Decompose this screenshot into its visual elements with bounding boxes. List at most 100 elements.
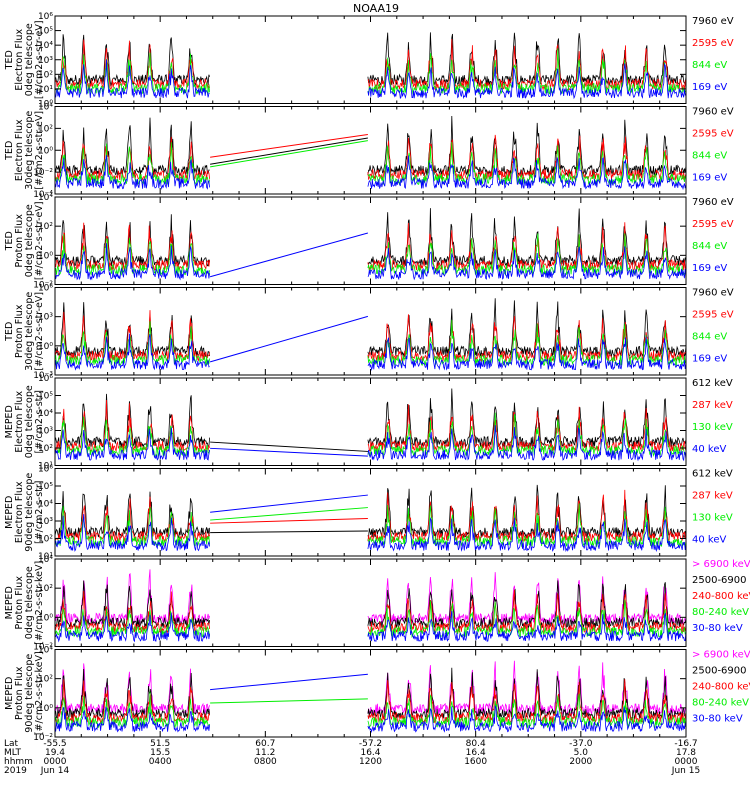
legend-entry: 30-80 keV bbox=[692, 623, 743, 634]
legend-entry: 7960 eV bbox=[692, 288, 734, 299]
gap-line-8-2 bbox=[210, 698, 368, 704]
legend-entry: 2595 eV bbox=[692, 219, 734, 230]
y-axis-label: [#/cm2-s-str-eV] bbox=[34, 20, 45, 99]
legend-entry: 2500-6900 bbox=[692, 575, 747, 586]
series-5-4 bbox=[54, 425, 687, 462]
gap-line-5-2 bbox=[210, 447, 368, 457]
y-tick-label: 10² bbox=[38, 675, 53, 685]
x-lat-label: -55.5 bbox=[43, 739, 66, 749]
legend-entry: 844 eV bbox=[692, 151, 727, 162]
y-axis-label: Proton Flux bbox=[14, 214, 25, 268]
legend-entry: 7960 eV bbox=[692, 16, 734, 27]
legend-entry: 40 keV bbox=[692, 535, 726, 546]
y-tick-label: 10² bbox=[38, 124, 53, 134]
series-5-2 bbox=[54, 399, 687, 453]
y-tick-label: 10⁵ bbox=[38, 392, 53, 402]
legend-entry: 844 eV bbox=[692, 332, 727, 343]
x-date-label: Jun 15 bbox=[671, 766, 700, 776]
legend-entry: 40 keV bbox=[692, 444, 726, 455]
gap-line-4-1 bbox=[209, 315, 369, 363]
y-tick-label: 10⁰ bbox=[38, 704, 53, 714]
x-lat-label: -16.7 bbox=[674, 739, 697, 749]
series-6-4 bbox=[54, 514, 687, 553]
y-axis-label: TED bbox=[4, 322, 15, 342]
x-date-label: Jun 14 bbox=[40, 766, 70, 776]
x-hhmm-label: 1200 bbox=[359, 757, 382, 767]
legend-entry: 2595 eV bbox=[692, 38, 734, 49]
y-tick-label: 10⁻³ bbox=[33, 371, 53, 381]
series-5-1 bbox=[54, 388, 687, 449]
gap-line-6-3 bbox=[210, 518, 368, 524]
y-tick-label: 10⁻⁴ bbox=[33, 190, 53, 200]
gap-line-8-1 bbox=[210, 673, 368, 691]
y-axis-label: 90deg telescope bbox=[24, 473, 35, 552]
series-8-1 bbox=[54, 660, 687, 716]
y-tick-label: 10⁵ bbox=[38, 482, 53, 492]
y-axis-label: TED bbox=[4, 141, 15, 161]
y-tick-label: 10⁰ bbox=[38, 251, 53, 261]
series-7-5 bbox=[54, 611, 687, 643]
y-axis-label: 0deg telescope bbox=[24, 566, 35, 639]
y-axis-label: 90deg telescope bbox=[24, 654, 35, 733]
y-axis-label: Electron Flux bbox=[14, 119, 25, 181]
legend-entry: 169 eV bbox=[692, 263, 727, 274]
y-tick-label: 10⁰ bbox=[38, 146, 53, 156]
legend-entry: 240-800 keV bbox=[692, 591, 750, 602]
y-tick-label: 10⁰ bbox=[38, 100, 53, 110]
y-axis-label: Proton Flux bbox=[14, 304, 25, 358]
legend-entry: 2595 eV bbox=[692, 129, 734, 140]
y-tick-label: 10³ bbox=[38, 517, 53, 527]
gap-line-5-1 bbox=[210, 441, 368, 452]
y-axis-label: Electron Flux bbox=[14, 391, 25, 453]
gap-line-3-1 bbox=[209, 232, 369, 278]
y-tick-label: 10⁵ bbox=[38, 27, 53, 37]
y-tick-label: 10⁴ bbox=[38, 555, 53, 565]
y-tick-label: 10¹ bbox=[38, 85, 53, 95]
panel-4: 10⁻³ 10⁰ 10³ 10⁶ TED Proton Flux 30deg telesco… bbox=[4, 284, 734, 382]
panel-5: 10¹ 10² 10³ 10⁴ 10⁵ 10⁶ MEPED Electron Flux 0deg… bbox=[4, 374, 733, 472]
y-axis-label: Proton Flux bbox=[14, 666, 25, 720]
x-hhmm-label: 2000 bbox=[569, 757, 592, 767]
x-hhmm-label: 0000 bbox=[44, 757, 67, 767]
y-tick-label: 10⁻² bbox=[33, 643, 53, 653]
gap-line-6-4 bbox=[210, 530, 368, 534]
x-hhmm-label: 1600 bbox=[464, 757, 487, 767]
y-tick-label: 10² bbox=[38, 444, 53, 454]
y-tick-label: 10⁰ bbox=[38, 613, 53, 623]
legend-entry: 844 eV bbox=[692, 241, 727, 252]
y-tick-label: 10⁻² bbox=[33, 733, 53, 743]
x-row-label: MLT bbox=[4, 748, 22, 758]
legend-entry: 169 eV bbox=[692, 354, 727, 365]
legend-entry: 2500-6900 bbox=[692, 666, 747, 677]
x-hhmm-label: 0000 bbox=[675, 757, 698, 767]
series-8-5 bbox=[54, 705, 687, 734]
y-axis-label: Electron Flux bbox=[14, 29, 25, 91]
y-axis-label: [#/cm2-s-str-eV] bbox=[34, 111, 45, 190]
y-axis-label: [#/cm2-s-str-eV] bbox=[34, 201, 45, 280]
legend-entry: 612 keV bbox=[692, 378, 733, 389]
series-7-2 bbox=[54, 580, 687, 629]
x-mlt-label: 16.4 bbox=[360, 748, 380, 758]
legend-entry: > 6900 keV bbox=[692, 650, 750, 661]
y-axis-label: MEPED bbox=[4, 586, 15, 619]
y-axis-label: MEPED bbox=[4, 496, 15, 529]
panel-3: 10⁻² 10⁰ 10² 10⁴ TED Proton Flux 0deg telescop… bbox=[4, 193, 734, 291]
y-tick-label: 10⁴ bbox=[38, 646, 53, 656]
x-row-label: 2019 bbox=[4, 766, 27, 776]
y-tick-label: 10² bbox=[38, 70, 53, 80]
y-tick-label: 10³ bbox=[38, 427, 53, 437]
legend-entry: 80-240 keV bbox=[692, 607, 749, 618]
x-mlt-label: 11.2 bbox=[255, 748, 275, 758]
series-1-3 bbox=[54, 48, 687, 96]
y-tick-label: 10² bbox=[38, 584, 53, 594]
x-mlt-label: 5.0 bbox=[574, 748, 589, 758]
x-mlt-label: 17.8 bbox=[676, 748, 696, 758]
panel-6: 10¹ 10² 10³ 10⁴ 10⁵ 10⁶ MEPED Electron Flux 90de… bbox=[4, 465, 733, 563]
legend-entry: 7960 eV bbox=[692, 197, 734, 208]
y-tick-label: 10⁰ bbox=[38, 342, 53, 352]
y-tick-label: 10⁶ bbox=[38, 465, 53, 475]
y-axis-label: 0deg telescope bbox=[24, 23, 35, 96]
y-tick-label: 10² bbox=[38, 222, 53, 232]
y-axis-label: [#/cm2-s-str-keV] bbox=[34, 561, 45, 645]
x-lat-label: -37.0 bbox=[569, 739, 593, 749]
